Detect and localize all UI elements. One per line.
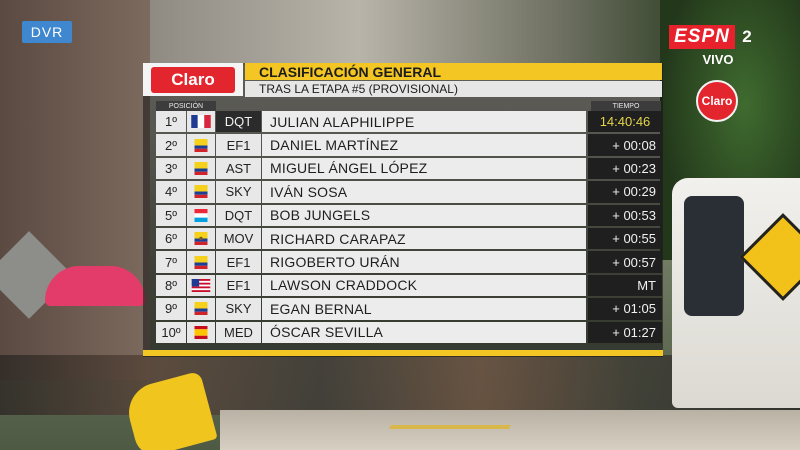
- colombia-flag-icon: [194, 138, 208, 152]
- row-time: + 00:57: [588, 251, 662, 273]
- row-position: 4º: [156, 181, 186, 203]
- usa-flag-icon: [191, 278, 211, 292]
- row-team: SKY: [216, 298, 261, 320]
- claro-logo: Claro: [151, 66, 235, 93]
- live-label: VIVO: [702, 52, 734, 67]
- standing-row: 6º MOV RICHARD CARAPAZ + 00:55: [156, 227, 662, 250]
- row-team: DQT: [216, 204, 261, 226]
- row-time: + 00:29: [588, 181, 662, 203]
- colombia-flag-icon: [194, 161, 208, 175]
- dvr-badge: DVR: [22, 21, 72, 43]
- row-rider-name: BOB JUNGELS: [262, 204, 586, 226]
- row-rider-name: EGAN BERNAL: [262, 298, 586, 320]
- row-team: MED: [216, 321, 261, 343]
- espn-logo: ESPN: [669, 25, 735, 49]
- ecuador-flag-icon: [194, 232, 208, 246]
- spain-flag-icon: [194, 325, 208, 339]
- row-rider-name: RIGOBERTO URÁN: [262, 251, 586, 273]
- row-time: + 01:27: [588, 321, 662, 343]
- bus-window: [684, 196, 744, 316]
- time-header: TIEMPO: [591, 101, 661, 111]
- row-team: EF1: [216, 134, 261, 156]
- standing-row: 10º MED ÓSCAR SEVILLA + 01:27: [156, 321, 662, 343]
- row-position: 6º: [156, 227, 186, 250]
- row-team: MOV: [216, 227, 261, 250]
- row-position: 9º: [156, 298, 186, 320]
- row-team: DQT: [216, 111, 261, 133]
- row-position: 10º: [156, 321, 186, 343]
- row-time: + 00:53: [588, 204, 662, 226]
- row-position: 1º: [156, 111, 186, 133]
- standing-row: 5º DQT BOB JUNGELS + 00:53: [156, 204, 662, 226]
- row-rider-name: DANIEL MARTÍNEZ: [262, 134, 586, 156]
- row-rider-name: ÓSCAR SEVILLA: [262, 321, 586, 343]
- position-header: POSICIÓN: [156, 101, 216, 111]
- row-team: EF1: [216, 274, 261, 297]
- row-time: + 00:08: [588, 134, 662, 156]
- colombia-flag-icon: [194, 255, 208, 269]
- row-rider-name: LAWSON CRADDOCK: [262, 274, 586, 297]
- colombia-flag-icon: [194, 185, 208, 199]
- pink-umbrella: [45, 266, 145, 306]
- standing-row: 8º EF1 LAWSON CRADDOCK MT: [156, 274, 662, 297]
- channel-number: 2: [742, 27, 752, 46]
- standing-row: 4º SKY IVÁN SOSA + 00:29: [156, 181, 662, 203]
- board-subtitle: TRAS LA ETAPA #5 (PROVISIONAL): [245, 81, 662, 97]
- standing-row: 1º DQT JULIAN ALAPHILIPPE 14:40:46: [156, 111, 662, 133]
- row-time: + 00:23: [588, 157, 662, 180]
- row-time: MT: [588, 274, 662, 297]
- standing-row: 9º SKY EGAN BERNAL + 01:05: [156, 298, 662, 320]
- claro-corner-logo: Claro: [696, 80, 738, 122]
- row-rider-name: MIGUEL ÁNGEL LÓPEZ: [262, 157, 586, 180]
- row-rider-name: IVÁN SOSA: [262, 181, 586, 203]
- buildings-top: [150, 0, 670, 65]
- row-time: + 01:05: [588, 298, 662, 320]
- row-time: + 00:55: [588, 227, 662, 250]
- row-position: 5º: [156, 204, 186, 226]
- row-team: AST: [216, 157, 261, 180]
- row-position: 7º: [156, 251, 186, 273]
- board-bottom-bar: [143, 350, 663, 356]
- colombia-flag-icon: [194, 302, 208, 316]
- standing-row: 7º EF1 RIGOBERTO URÁN + 00:57: [156, 251, 662, 273]
- board-title: CLASIFICACIÓN GENERAL: [245, 63, 662, 80]
- row-rider-name: RICHARD CARAPAZ: [262, 227, 586, 250]
- luxembourg-flag-icon: [194, 208, 208, 222]
- road: [220, 410, 800, 450]
- building-left: [0, 0, 150, 380]
- row-time: 14:40:46: [588, 111, 662, 133]
- standing-row: 3º AST MIGUEL ÁNGEL LÓPEZ + 00:23: [156, 157, 662, 180]
- row-team: SKY: [216, 181, 261, 203]
- row-team: EF1: [216, 251, 261, 273]
- standing-row: 2º EF1 DANIEL MARTÍNEZ + 00:08: [156, 134, 662, 156]
- row-position: 3º: [156, 157, 186, 180]
- row-rider-name: JULIAN ALAPHILIPPE: [262, 111, 586, 133]
- road-line: [388, 425, 512, 429]
- sponsor-box: Claro: [143, 63, 243, 96]
- france-flag-icon: [191, 115, 211, 129]
- row-position: 8º: [156, 274, 186, 297]
- standings-rows: 1º DQT JULIAN ALAPHILIPPE 14:40:46 2º EF…: [156, 111, 662, 345]
- row-position: 2º: [156, 134, 186, 156]
